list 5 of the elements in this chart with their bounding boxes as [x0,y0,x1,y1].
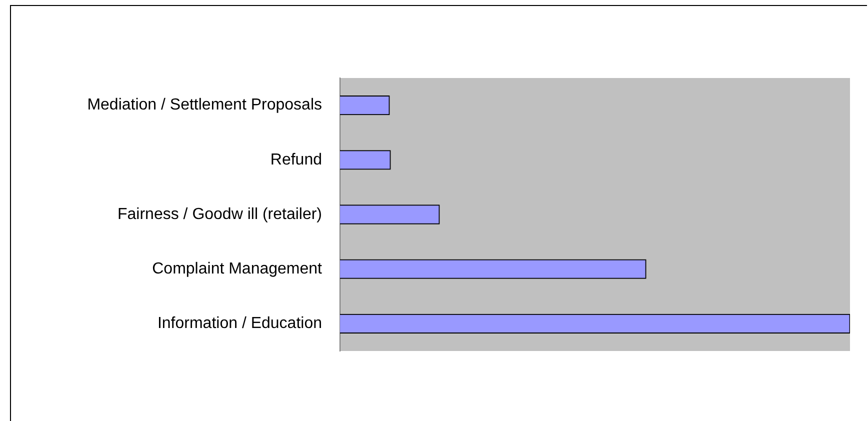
y-tick-label: Complaint Management [152,260,323,278]
y-tick-label: Refund [270,151,322,168]
y-tick-label: Mediation / Settlement Proposals [87,96,322,114]
y-tick-label: Fairness / Goodw ill (retailer) [118,206,322,223]
y-tick-label: Information / Education [157,315,322,332]
